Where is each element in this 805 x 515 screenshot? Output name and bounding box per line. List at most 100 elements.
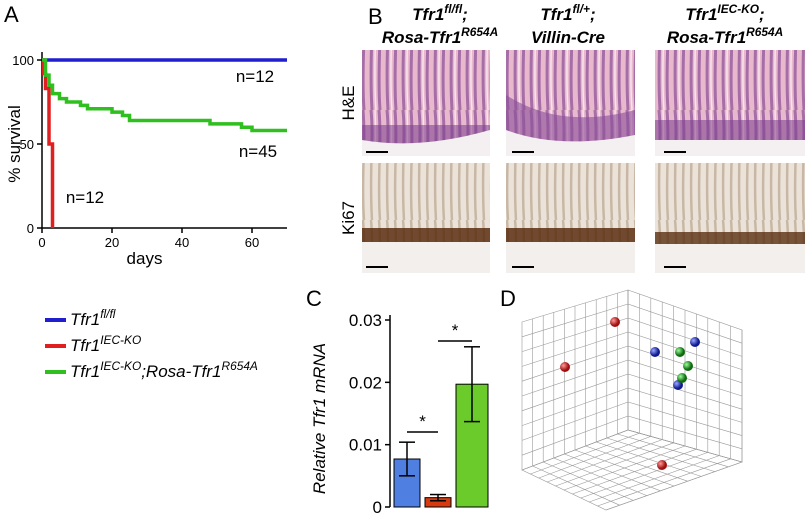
grid-line xyxy=(521,415,629,456)
point xyxy=(610,317,620,327)
grid-line xyxy=(627,401,743,436)
series-label: n=12 xyxy=(236,67,274,86)
superscript: IEC-KO xyxy=(717,2,759,16)
grid-line xyxy=(589,455,720,503)
text-segment: Rosa-Tfr1 xyxy=(382,28,461,47)
image xyxy=(655,140,805,156)
grid-line xyxy=(521,401,629,441)
grid-line xyxy=(572,448,697,495)
image xyxy=(506,130,635,156)
superscript: fl/fl xyxy=(444,2,463,16)
survival-line xyxy=(42,58,287,133)
image xyxy=(362,242,490,273)
grid-line xyxy=(627,415,743,450)
legend-entry: Tfr1IEC-KO;Rosa-Tfr1R654A xyxy=(70,359,258,381)
pca-points xyxy=(560,317,700,470)
y-tick-label: 100 xyxy=(12,53,34,68)
x-axis-label: days xyxy=(127,249,163,268)
grid-line xyxy=(521,429,629,471)
text-segment: Tfr1 xyxy=(70,310,100,329)
grid-line xyxy=(563,445,686,491)
column-header: Tfr1IEC-KO; xyxy=(685,2,764,24)
image xyxy=(362,130,490,156)
point xyxy=(657,460,667,470)
grid-line xyxy=(627,387,743,423)
point xyxy=(560,362,570,372)
grid-line xyxy=(606,437,715,472)
y-axis-label: % survival xyxy=(5,105,24,182)
y-tick-label: 0.02 xyxy=(349,373,382,392)
grid-line xyxy=(521,373,629,412)
x-tick-label: 0 xyxy=(38,235,45,250)
y-tick-label: 0.03 xyxy=(349,311,382,330)
series-label: n=12 xyxy=(66,188,104,207)
point xyxy=(677,373,687,383)
legend-entry: Tfr1IEC-KO xyxy=(70,333,141,355)
column-header: Villin-Cre xyxy=(531,28,605,47)
text-segment: ; xyxy=(462,5,468,24)
superscript: fl/fl xyxy=(100,307,116,321)
x-tick-label: 60 xyxy=(245,235,259,250)
text-segment: Tfr1 xyxy=(685,5,717,24)
superscript: fl/+ xyxy=(572,2,590,16)
significance-mark: * xyxy=(452,321,459,340)
plot-grid xyxy=(521,290,743,511)
y-tick-label: 0.01 xyxy=(349,436,382,455)
pca-plot xyxy=(521,289,743,511)
column-header: Tfr1fl/fl; xyxy=(412,2,468,24)
image xyxy=(655,120,805,140)
image xyxy=(655,244,805,273)
superscript: R654A xyxy=(222,359,258,373)
significance-mark: * xyxy=(419,412,426,431)
superscript: IEC-KO xyxy=(100,333,141,347)
point xyxy=(683,361,693,371)
superscript: R654A xyxy=(746,25,783,39)
grid-line xyxy=(521,359,629,397)
grid-line xyxy=(627,429,743,463)
x-tick-label: 40 xyxy=(175,235,189,250)
point xyxy=(690,337,700,347)
y-tick-label: 50 xyxy=(20,137,34,152)
error-bar xyxy=(464,346,480,423)
superscript: IEC-KO xyxy=(100,359,141,373)
text-segment: Tfr1 xyxy=(70,336,100,355)
grid-line xyxy=(596,441,702,477)
text-segment: Tfr1 xyxy=(540,5,572,24)
text-segment: Villin-Cre xyxy=(531,28,605,47)
series-label: n=45 xyxy=(239,142,277,161)
text-segment: ;Rosa-Tfr1 xyxy=(141,362,221,381)
grid-line xyxy=(580,452,708,499)
text-segment: ; xyxy=(759,5,765,24)
grid-line xyxy=(627,373,743,410)
grid-line xyxy=(521,387,629,426)
row-label: Ki67 xyxy=(339,201,358,235)
text-segment: Rosa-Tfr1 xyxy=(667,28,746,47)
y-tick-label: 0 xyxy=(373,498,382,515)
point xyxy=(675,347,685,357)
panel-letter: D xyxy=(500,286,516,311)
image xyxy=(506,242,635,273)
image xyxy=(655,232,805,244)
legend-entry: Tfr1fl/fl xyxy=(70,307,116,329)
column-header: Rosa-Tfr1R654A xyxy=(667,25,783,47)
column-header: Rosa-Tfr1R654A xyxy=(382,25,498,47)
panel-letter: C xyxy=(306,286,322,311)
text-segment: ; xyxy=(590,5,596,24)
image xyxy=(362,228,490,242)
x-tick-label: 20 xyxy=(105,235,119,250)
point xyxy=(650,347,660,357)
error-bar xyxy=(430,493,446,502)
grid-line xyxy=(585,445,688,482)
column-header: Tfr1fl/+; xyxy=(540,2,595,24)
panel-letter: B xyxy=(368,4,383,29)
text-segment: Tfr1 xyxy=(70,362,100,381)
row-label: H&E xyxy=(339,86,358,121)
y-axis-label: Relative Tfr1 mRNA xyxy=(310,343,329,494)
histology-images xyxy=(362,50,805,273)
image xyxy=(506,228,635,242)
text-segment: Tfr1 xyxy=(412,5,444,24)
grid-line xyxy=(617,433,729,468)
grid-line xyxy=(597,458,731,507)
y-tick-label: 0 xyxy=(27,221,34,236)
